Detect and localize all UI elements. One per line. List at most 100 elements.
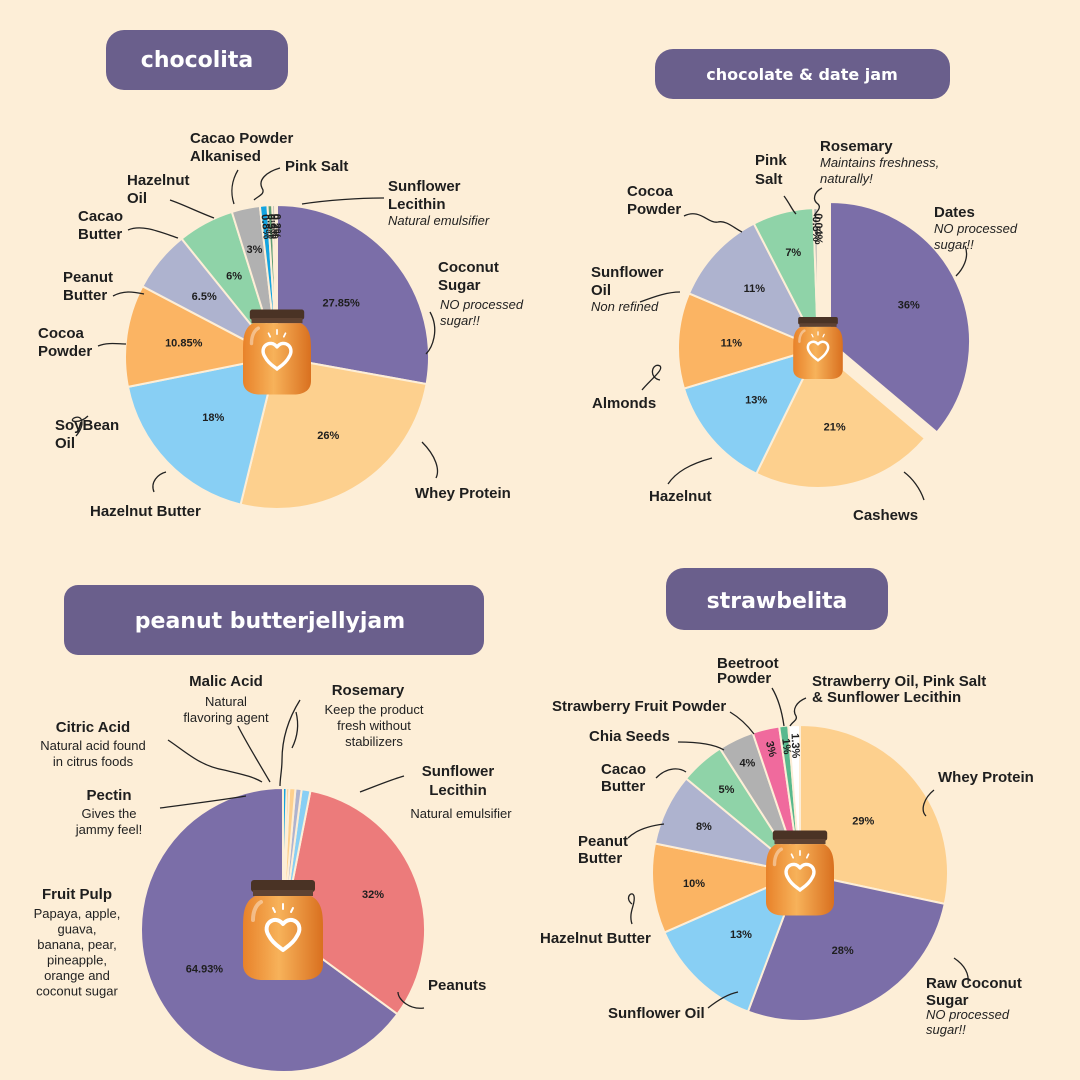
leader-line xyxy=(71,415,89,437)
slice-value-label: 3% xyxy=(247,244,263,256)
slice-label-cocoa-powder: Cocoa Powder xyxy=(627,183,681,218)
leader-line xyxy=(955,245,968,277)
leader-line xyxy=(789,697,807,727)
note-line: NO processed xyxy=(440,297,524,312)
label-line: Sunflower xyxy=(422,763,495,780)
label-line: Cocoa xyxy=(38,325,85,342)
slice-label-cashews: Cashews xyxy=(853,507,918,524)
leader-line xyxy=(301,197,385,205)
leader-lines xyxy=(71,167,439,493)
slice-label: Rosemary xyxy=(332,682,405,699)
slice-label: Hazelnut xyxy=(649,488,712,505)
slice-label: Sunflower Oil xyxy=(608,1005,705,1022)
label-line: Cacao Powder xyxy=(190,130,294,147)
note-line: pineapple, xyxy=(47,953,107,968)
slice-label: Cacao Powder Alkanised xyxy=(190,130,294,165)
slice-label: Peanuts xyxy=(428,977,486,994)
label-line: Peanut xyxy=(63,269,113,286)
label-line: Salt xyxy=(755,171,783,188)
slice-label-cacao-butter: Cacao Butter xyxy=(601,761,646,795)
slice-value-label: 3% xyxy=(763,740,778,758)
slice-label: Sunflower Lecithin xyxy=(388,178,461,213)
slice-label-pink-salt: Pink Salt xyxy=(285,158,348,175)
pie-slice xyxy=(663,871,802,1013)
leader-line xyxy=(279,699,301,787)
slice-value-label: 0.2% xyxy=(270,214,282,239)
leader-line xyxy=(683,213,743,233)
leader-line xyxy=(627,893,635,925)
slice-label: Peanut Butter xyxy=(63,269,113,304)
chart-title: chocolita xyxy=(141,48,253,73)
slice-label: Cocoa Powder xyxy=(627,183,681,218)
slice-value-label: 11% xyxy=(721,337,743,349)
label-line: & Sunflower Lecithin xyxy=(812,689,961,706)
slice-label: Hazelnut Oil xyxy=(127,172,190,207)
note-line: sugar!! xyxy=(440,313,480,328)
slice-label: Whey Protein xyxy=(938,769,1034,786)
label-line: Alkanised xyxy=(190,148,261,165)
chart-title-pill xyxy=(64,585,484,655)
pie-value-labels: 27.85% 26% 18% 10.85% 6.5% 6% 3% 0.8%0.5%0.3%0.… xyxy=(165,214,360,442)
slice-label-hazelnut-butter: Hazelnut Butter xyxy=(90,503,201,520)
slice-label-sunflower-lecithin: Sunflower Lecithin Natural emulsifier xyxy=(388,178,490,228)
slice-value-label: 0.8% xyxy=(259,214,273,240)
slice-label-citric-acid: Citric Acid Natural acid found in citrus … xyxy=(40,719,146,769)
slice-label-soybean-oil: SoyBean Oil xyxy=(55,417,119,452)
note-line: jammy feel! xyxy=(75,822,142,837)
slice-value-label: 5% xyxy=(718,784,734,796)
slice-label: Almonds xyxy=(592,395,656,412)
pie-slice xyxy=(124,284,280,389)
slice-label: Coconut Sugar xyxy=(438,259,499,294)
label-line: Butter xyxy=(78,226,122,243)
pie-value-labels: 29% 28% 13% 10% 8% 5% 4% 3% 1%1.3% xyxy=(683,733,874,957)
slice-value-label: 26% xyxy=(317,430,339,442)
label-line: Pink xyxy=(755,152,787,169)
slice-value-label: 7% xyxy=(785,247,801,259)
slice-label: Chia Seeds xyxy=(589,728,670,745)
slice-label: Cacao Butter xyxy=(78,208,123,243)
slice-note: Non refined xyxy=(591,299,659,314)
slice-value-label: 28% xyxy=(832,945,854,957)
chart-title-pill xyxy=(666,568,888,630)
label-line: Lecithin xyxy=(388,196,446,213)
jar-icon xyxy=(241,307,313,397)
chart-peanut-butterjellyjam: peanut butterjellyjam 64.93%32% Peanuts … xyxy=(34,585,512,1073)
label-line: Sunflower xyxy=(591,264,664,281)
label-line: Oil xyxy=(591,282,611,299)
slice-label-dates: Dates NO processed sugar!! xyxy=(934,204,1018,252)
slice-label-sunflower-oil: Sunflower Oil xyxy=(608,1005,705,1022)
slice-label-peanut-butter: Peanut Butter xyxy=(578,833,628,867)
label-line: Raw Coconut xyxy=(926,975,1022,992)
slice-label-cacao-butter: Cacao Butter xyxy=(78,208,123,243)
slice-value-label: 6% xyxy=(226,270,242,282)
label-line: Strawberry Oil, Pink Salt xyxy=(812,673,986,690)
slice-label: SoyBean Oil xyxy=(55,417,119,452)
slice-label-hazelnut-oil: Hazelnut Oil xyxy=(127,172,190,207)
slice-label: Beetroot Powder xyxy=(717,655,779,687)
slice-label-peanuts: Peanuts xyxy=(428,977,486,994)
slice-label-almonds: Almonds xyxy=(592,395,656,412)
slice-label: Cocoa Powder xyxy=(38,325,92,360)
slice-label: Hazelnut Butter xyxy=(90,503,201,520)
pie-slice xyxy=(687,222,821,350)
slice-label-rosemary: Rosemary Maintains freshness, naturally! xyxy=(820,138,939,186)
slice-label: Hazelnut Butter xyxy=(540,930,651,947)
slice-label: Raw Coconut Sugar xyxy=(926,975,1022,1009)
jar-icon xyxy=(764,828,836,918)
slice-label-sunflower-lecithin: Sunflower Lecithin Natural emulsifier xyxy=(410,763,512,821)
label-line: Oil xyxy=(55,435,75,452)
leader-line xyxy=(953,957,969,985)
slice-label-sunflower-oil: Sunflower Oil Non refined xyxy=(591,264,664,314)
leader-line xyxy=(425,311,436,355)
label-line: Oil xyxy=(127,190,147,207)
slice-label: Strawberry Oil, Pink Salt & Sunflower Lec… xyxy=(812,673,986,706)
slice-value-label: 0.5% xyxy=(810,216,822,242)
label-line: Lecithin xyxy=(429,782,487,799)
slice-label: Pink Salt xyxy=(755,152,787,188)
slice-value-label: 10.85% xyxy=(165,337,203,349)
slice-label-raw-coconut-sugar: Raw Coconut Sugar NO processed sugar!! xyxy=(926,975,1022,1037)
leader-line xyxy=(903,471,925,501)
chart-chocolate-date-jam: chocolate & date jam 36% 21% 13% 11% 11% 7% 0.… xyxy=(591,49,1018,524)
slice-label: Fruit Pulp xyxy=(42,886,112,903)
slice-label: Strawberry Fruit Powder xyxy=(552,698,726,715)
